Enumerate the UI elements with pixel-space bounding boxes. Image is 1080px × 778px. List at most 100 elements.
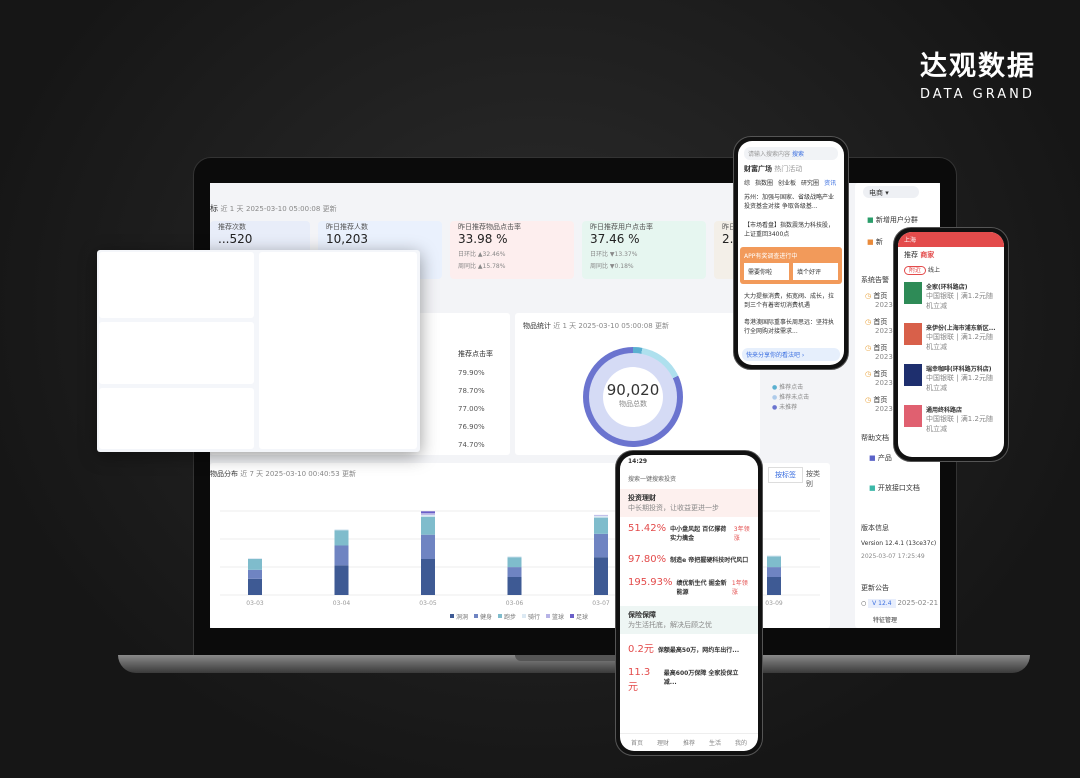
section-insurance[interactable]: 保险保障 为生活托底，解决后顾之忧	[620, 606, 758, 634]
legend-label: 跑步	[504, 613, 516, 621]
clock-icon: ◷	[865, 344, 874, 352]
product-tag: 3年领涨	[733, 526, 750, 542]
config-table	[99, 252, 254, 318]
legend-swatch	[450, 614, 454, 618]
industry-select[interactable]: 电商 ▾	[863, 186, 919, 198]
phone-search[interactable]: 搜索一键搜索投资	[628, 476, 677, 483]
product-item[interactable]: 11.3元 最高600万保障 全家投保立减...	[620, 661, 758, 699]
product-item[interactable]: 195.93% 绩优新生代 掘金新能源 1年领涨	[620, 571, 758, 602]
card-value: 37.46 %	[590, 232, 640, 246]
alert-item[interactable]: ◷ 首页 2023	[865, 370, 893, 387]
clock-icon: ◷	[865, 318, 874, 326]
tab-merchants[interactable]: 商家	[920, 251, 935, 259]
brand-logo: 达观数据 DATA GRAND	[920, 44, 1036, 102]
bar-segment	[334, 530, 349, 546]
product-name: 最高600万保障 全家投保立减...	[663, 670, 739, 686]
shop-logo	[904, 405, 922, 427]
card-dod: 日环比 ▲32.46%	[458, 251, 506, 258]
card-wow: 周同比 ▲15.78%	[458, 263, 506, 270]
bar-segment	[421, 516, 435, 535]
product-name: 保额最高50万，网约车出行...	[657, 647, 740, 654]
nav-4[interactable]: 我的	[734, 740, 747, 747]
alert-item[interactable]: ◷ 首页 2023	[865, 318, 893, 335]
alert-item[interactable]: ◷ 首页 2023	[865, 396, 893, 413]
bar-segment	[767, 577, 781, 595]
bar-segment	[507, 556, 522, 558]
overview-range: 近 1 天	[220, 205, 244, 213]
shortcut[interactable]: ■ 新	[867, 238, 883, 246]
product-name: 制造e 帝把握硬科技时代风口	[670, 557, 749, 564]
table-cell: 79.90%	[458, 369, 485, 377]
bar-segment	[421, 559, 435, 595]
bar-segment	[334, 529, 349, 531]
card-value: 10,203	[326, 232, 368, 246]
bar-segment	[594, 557, 608, 595]
bar-segment	[248, 569, 262, 579]
nav-0[interactable]: 首页	[630, 740, 643, 747]
news-item[interactable]: 粤港澳国际重事长周思远：坚持执行全网购对接需求...	[744, 319, 835, 335]
card-wow: 周同比 ▼0.18%	[590, 263, 634, 270]
help-api-doc[interactable]: ■ 开放接口文档	[869, 484, 920, 492]
sub-tabs: 综指数圈 创业板 研究圈 资讯	[744, 180, 837, 187]
product-item[interactable]: 51.42% 中小盘风起 百亿撑荷实力擒金 3年领涨	[620, 517, 758, 548]
product-name: 中小盘风起 百亿撑荷实力擒金	[670, 526, 727, 542]
shop-item[interactable]: 来伊份(上海市浦东新区... 中国银联 | 满1.2元随机立减	[898, 317, 1004, 358]
bar-segment	[594, 515, 608, 518]
legend-label: 洞洞	[456, 613, 468, 621]
product-tag: 1年领涨	[731, 580, 748, 596]
x-tick-label: 03-09	[765, 600, 783, 607]
version-title: 版本信息	[861, 524, 889, 532]
city-select[interactable]: 上海	[898, 232, 1004, 247]
table-cell: 76.90%	[458, 423, 485, 431]
overview-header: 标 近 1 天 2025-03-10 05:00:08 更新	[210, 203, 337, 214]
laptop-base	[118, 655, 1030, 673]
product-item[interactable]: 0.2元 保额最高50万，网约车出行...	[620, 634, 758, 661]
config-overlay-panel	[97, 250, 420, 452]
phone-search-button[interactable]: 搜索	[791, 151, 804, 158]
news-item[interactable]: 苏州：加强与国家、省级战略产业投资基金对接 争取各级基...	[744, 194, 835, 210]
donut-chart: 90,020 物品总数	[583, 347, 683, 447]
table-header: 推荐点击率	[458, 350, 493, 358]
tab-recommend[interactable]: 推荐	[904, 251, 918, 259]
alert-item[interactable]: ◷ 首页 2023	[865, 344, 893, 361]
tab-by-tag[interactable]: 按标签	[768, 467, 803, 483]
survey-banner[interactable]: APP有奖调查进行中 需要你啦 填个好评	[740, 247, 842, 284]
notice-tag[interactable]: V 12.4	[868, 599, 896, 608]
metric-card: 昨日推荐物品点击率 33.98 % 日环比 ▲32.46% 周同比 ▲15.78%	[450, 221, 574, 279]
alert-item[interactable]: ◷ 首页 2023	[865, 292, 893, 309]
help-title: 帮助文档	[861, 434, 889, 442]
nav-1[interactable]: 理财	[656, 740, 669, 747]
share-prompt[interactable]: 快来分享你的看法吧 ›	[742, 348, 840, 361]
help-product-doc[interactable]: ■ 产品	[869, 454, 892, 462]
nav-3[interactable]: 生活	[708, 740, 721, 747]
filter-online[interactable]: 线上	[927, 267, 940, 274]
bar-segment	[421, 534, 435, 559]
clock-icon: ◷	[865, 292, 874, 300]
section-investment[interactable]: 投资理财 中长期投资，让收益更进一步	[620, 489, 758, 517]
overview-updated: 2025-03-10 05:00:08 更新	[246, 205, 337, 213]
shop-item[interactable]: 瑞幸咖啡(环科路万科店) 中国银联 | 满1.2元随机立减	[898, 358, 1004, 399]
phone-search[interactable]: 请输入搜索内容	[748, 151, 791, 158]
shop-item[interactable]: 通用终科路店 中国银联 | 满1.2元随机立减	[898, 399, 1004, 440]
nav-2[interactable]: 推荐	[682, 740, 695, 747]
bar-segment	[594, 533, 608, 558]
legend-swatch	[498, 614, 502, 618]
tab-wealth[interactable]: 财富广场	[744, 165, 772, 173]
news-item[interactable]: 大力提振消费，拓宽阀、成长，拉到三个有着密切消费机遇	[744, 293, 835, 309]
product-item[interactable]: 97.80% 制造e 帝把握硬科技时代风口	[620, 548, 758, 571]
tab-by-category[interactable]: 按类别	[806, 470, 820, 488]
status-time: 14:29	[628, 458, 648, 465]
card-title: 昨日	[722, 223, 736, 231]
donut-panel: 物品统计 近 1 天 2025-03-10 05:00:08 更新 90,020…	[515, 313, 760, 455]
version-text: Version 12.4.1 (13ce37c)	[861, 540, 937, 547]
card-value: ...520	[218, 232, 253, 246]
tab-events[interactable]: 热门活动	[774, 165, 803, 173]
x-tick-label: 03-07	[592, 600, 610, 607]
donut-updated: 2025-03-10 05:00:08 更新	[578, 322, 669, 330]
news-item[interactable]: 【市场看盘】指数震荡力科技股，上证重回3400点	[744, 222, 835, 238]
bar-segment	[594, 517, 608, 534]
filter-nearby[interactable]: 附近	[904, 266, 927, 275]
shop-item[interactable]: 全家(环科路店) 中国银联 | 满1.2元随机立减	[898, 276, 1004, 317]
notice-item[interactable]: 特征管理	[873, 617, 898, 624]
shortcut-new-segment[interactable]: ■ 新增用户分群	[867, 216, 918, 224]
